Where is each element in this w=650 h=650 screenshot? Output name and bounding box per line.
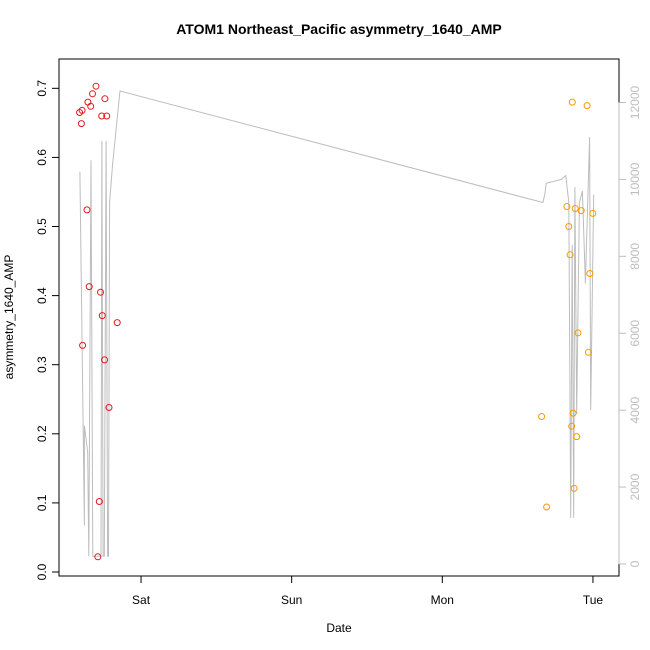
y-tick-label: 0.6 <box>35 149 49 166</box>
orange-point <box>568 422 576 430</box>
x-tick-label: Sun <box>281 593 302 607</box>
red-point <box>101 356 109 364</box>
orange-point <box>577 207 585 215</box>
orange-point <box>571 205 579 212</box>
y2-tick-label: 6000 <box>628 320 642 347</box>
orange-point <box>569 409 577 417</box>
axes: Sat Sun Mon Tue 0.0 0.1 0.2 0.3 0.4 0.5 0.6 0.7 0 200… <box>35 80 642 607</box>
y-axis-label: asymmetry_1640_AMP <box>2 255 16 380</box>
x-tick-label: Tue <box>583 593 604 607</box>
red-point <box>113 319 121 327</box>
orange-point <box>543 503 551 511</box>
y2-tick-label: 4000 <box>628 396 642 423</box>
red-point <box>98 112 106 120</box>
orange-point <box>574 329 582 337</box>
point-series <box>76 82 597 561</box>
red-point <box>95 498 103 505</box>
red-point <box>98 312 106 320</box>
red-point <box>103 112 111 120</box>
orange-point <box>565 223 573 230</box>
red-point <box>101 95 109 103</box>
y2-tick-label: 8000 <box>628 243 642 270</box>
y-tick-label: 0.4 <box>35 287 49 304</box>
y2-tick-label: 2000 <box>628 473 642 500</box>
orange-point <box>583 102 591 110</box>
orange-point <box>538 413 546 420</box>
x-tick-label: Sat <box>132 593 151 607</box>
orange-point <box>568 98 576 106</box>
red-point <box>89 90 96 98</box>
gray-series-line <box>79 90 595 557</box>
orange-point <box>586 270 594 277</box>
red-point <box>83 206 91 214</box>
y2-tick-label: 12000 <box>628 85 642 119</box>
y2-tick-label: 0 <box>628 560 642 567</box>
orange-point <box>566 251 574 259</box>
red-point <box>105 404 113 411</box>
y-tick-label: 0.1 <box>35 494 49 511</box>
y-tick-label: 0.3 <box>35 356 49 373</box>
red-point <box>85 283 93 291</box>
orange-point <box>573 433 581 441</box>
red-point <box>79 341 87 349</box>
chart-title: ATOM1 Northeast_Pacific asymmetry_1640_A… <box>176 21 502 37</box>
orange-point <box>589 209 597 217</box>
red-point <box>77 120 85 128</box>
orange-point <box>570 484 578 492</box>
orange-point <box>563 203 571 210</box>
x-tick-label: Mon <box>431 593 454 607</box>
red-point <box>97 288 104 296</box>
red-point <box>94 553 102 561</box>
gray-line-series <box>79 90 595 557</box>
red-point <box>78 106 86 114</box>
red-point <box>87 102 95 110</box>
red-point <box>92 82 100 90</box>
x-axis-label: Date <box>326 621 352 635</box>
y-tick-label: 0.0 <box>35 563 49 580</box>
orange-point <box>584 348 592 356</box>
y-tick-label: 0.7 <box>35 80 49 97</box>
y-tick-label: 0.2 <box>35 425 49 442</box>
y2-tick-label: 10000 <box>628 162 642 196</box>
y-tick-label: 0.5 <box>35 218 49 235</box>
